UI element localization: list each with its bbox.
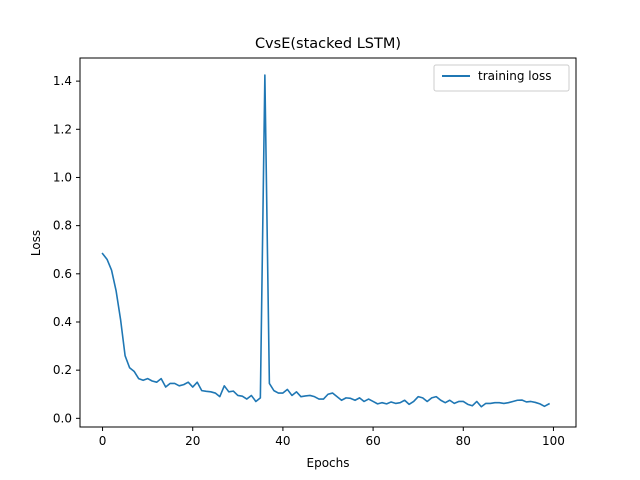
x-tick-label: 40 [275,434,290,448]
x-tick-label: 60 [365,434,380,448]
x-tick-label: 100 [542,434,565,448]
y-tick-label: 1.2 [53,122,72,136]
y-axis: 0.0 0.2 0.4 0.6 0.8 1.0 1.2 1.4 [53,74,80,425]
y-tick-label: 0.2 [53,363,72,377]
x-tick-label: 80 [456,434,471,448]
legend-label-training-loss: training loss [478,69,551,83]
y-tick-label: 0.8 [53,219,72,233]
series-line-training-loss [101,74,551,408]
x-tick-label: 0 [99,434,107,448]
y-axis-label: Loss [29,230,43,256]
legend: training loss [433,64,570,92]
x-axis-label: Epochs [307,456,350,470]
y-tick-label: 1.4 [53,74,72,88]
plot-area [101,74,551,408]
y-tick-label: 1.0 [53,170,72,184]
x-axis: 0 20 40 60 80 100 [99,427,565,448]
axes-frame [79,57,577,428]
chart-title: CvsE(stacked LSTM) [255,36,401,52]
y-tick-label: 0.0 [53,411,72,425]
x-tick-label: 20 [185,434,200,448]
legend-box [433,64,570,92]
y-tick-label: 0.4 [53,315,72,329]
y-tick-label: 0.6 [53,267,72,281]
